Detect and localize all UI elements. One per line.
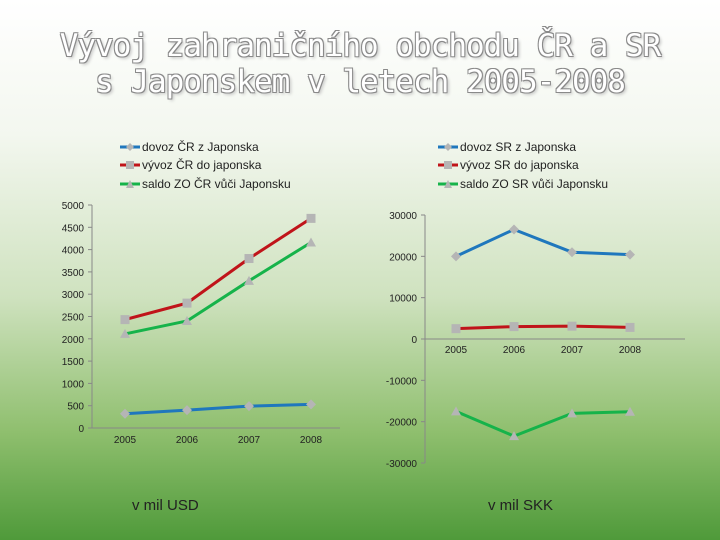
data-point: [451, 324, 461, 334]
data-point: [182, 405, 192, 416]
legend-label: dovoz SR z Japonska: [460, 140, 577, 154]
series-red: [120, 213, 316, 325]
legend-item-dovoz-sr: dovoz SR z Japonska: [438, 140, 576, 154]
series-line: [455, 324, 631, 331]
y-tick-label: 3000: [62, 290, 85, 301]
unit-label-right: v mil SKK: [488, 497, 554, 514]
y-tick-label: -10000: [386, 376, 418, 387]
y-tick-label: 4500: [62, 223, 85, 234]
legend-swatch-red: [438, 161, 458, 169]
legend-label: dovoz ČR z Japonska: [142, 140, 259, 154]
legend-swatch-green: [438, 180, 458, 188]
legend-item-vyvoz-sr: vývoz SR do japonska: [438, 158, 579, 172]
data-point: [244, 275, 254, 285]
data-point: [244, 401, 254, 412]
series-line: [455, 227, 631, 258]
x-tick-label: 2006: [176, 435, 199, 446]
y-tick-label: 5000: [62, 201, 85, 212]
y-tick-label: 0: [411, 335, 417, 346]
data-point: [625, 406, 635, 416]
data-point: [244, 254, 254, 264]
x-tick-label: 2005: [114, 435, 137, 446]
data-point: [567, 321, 577, 331]
legend-item-dovoz-cr: dovoz ČR z Japonska: [120, 140, 259, 154]
data-point: [182, 298, 192, 308]
data-point: [306, 213, 316, 223]
legend-item-saldo-sr: saldo ZO SR vůči Japonsku: [438, 177, 608, 191]
data-point: [509, 431, 519, 441]
legend-label: vývoz ČR do japonska: [142, 158, 262, 172]
chart-sr-skk: -30000 -20000 -10000 0 10000 20000 30000 2005 20…: [386, 211, 685, 470]
title-line-1: Vývoj zahraničního obchodu ČR a SR: [59, 28, 662, 64]
legend-item-vyvoz-cr: vývoz ČR do japonska: [120, 158, 261, 172]
data-point: [306, 237, 316, 247]
legend-swatch-blue: [438, 143, 458, 151]
y-tick-label: 30000: [389, 211, 417, 222]
data-point: [625, 249, 635, 260]
series-line: [124, 217, 312, 322]
y-tick-label: 2000: [62, 335, 85, 346]
series-line: [124, 241, 312, 336]
y-tick-label: 500: [67, 402, 84, 413]
series-line: [124, 402, 312, 416]
series-green: [120, 237, 316, 338]
page-title: Vývoj zahraničního obchodu ČR a SR s Jap…: [0, 28, 720, 100]
legend-label: saldo ZO ČR vůči Japonsku: [142, 177, 291, 191]
x-tick-label: 2007: [238, 435, 261, 446]
legend-swatch-green: [120, 180, 140, 188]
legend-swatch-blue: [120, 143, 140, 151]
data-point: [120, 328, 130, 338]
unit-label-left: v mil USD: [132, 497, 199, 514]
y-tick-label: 1000: [62, 379, 85, 390]
y-tick-label: -20000: [386, 418, 418, 429]
legend-label: vývoz SR do japonska: [460, 158, 579, 172]
x-tick-label: 2008: [300, 435, 323, 446]
y-tick-label: 1500: [62, 357, 85, 368]
series-green: [451, 406, 635, 441]
data-point: [451, 406, 461, 416]
legend-item-saldo-cr: saldo ZO ČR vůči Japonsku: [120, 177, 291, 191]
series-line: [455, 409, 631, 438]
y-tick-label: -30000: [386, 459, 418, 470]
title-line-2: s Japonskem v letech 2005-2008: [95, 64, 626, 100]
y-tick-label: 3500: [62, 268, 85, 279]
series-blue: [451, 224, 635, 262]
data-point: [306, 399, 316, 410]
legend-swatch-red: [120, 161, 140, 169]
y-tick-label: 20000: [389, 252, 417, 263]
data-point: [567, 408, 577, 418]
data-point: [120, 408, 130, 419]
data-point: [509, 224, 519, 235]
chart-cr-usd: 0 500 1000 1500 2000 2500 3000 3500 4000 4500 5000…: [62, 201, 340, 446]
y-tick-label: 10000: [389, 294, 417, 305]
series-blue: [120, 399, 316, 419]
data-point: [567, 247, 577, 258]
data-point: [120, 315, 130, 325]
data-point: [625, 322, 635, 332]
series-red: [451, 321, 635, 334]
y-tick-label: 4000: [62, 246, 85, 257]
data-point: [509, 322, 519, 332]
x-tick-label: 2005: [445, 345, 468, 356]
x-tick-label: 2006: [503, 345, 526, 356]
x-tick-label: 2007: [561, 345, 584, 356]
y-tick-label: 2500: [62, 313, 85, 324]
data-point: [451, 251, 461, 262]
x-tick-label: 2008: [619, 345, 642, 356]
y-tick-label: 0: [78, 424, 84, 435]
legend-label: saldo ZO SR vůči Japonsku: [460, 177, 609, 191]
data-point: [182, 315, 192, 325]
